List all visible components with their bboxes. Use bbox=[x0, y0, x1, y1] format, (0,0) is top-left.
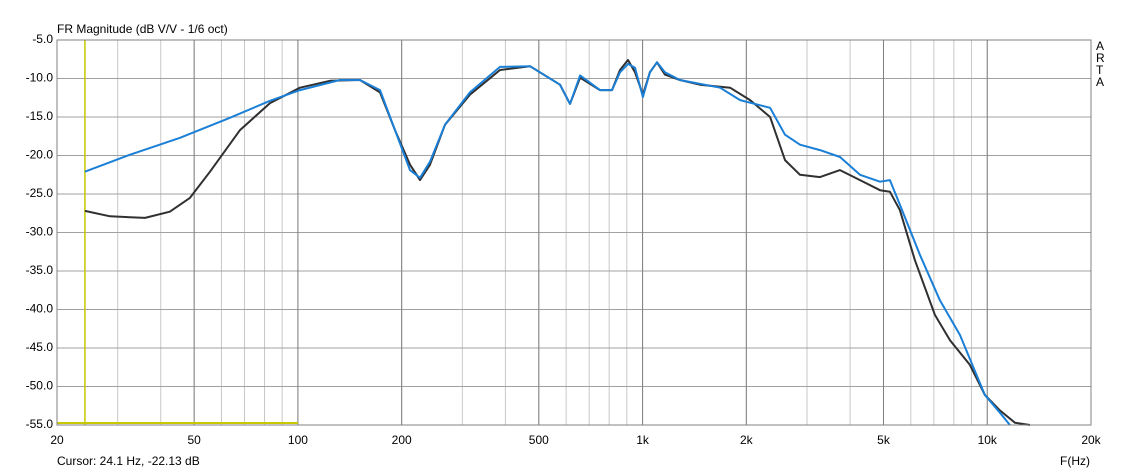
x-tick-label: 2k bbox=[740, 433, 754, 447]
y-tick-label: -25.0 bbox=[26, 186, 54, 200]
response-curve bbox=[84, 61, 1011, 426]
chart-title: FR Magnitude (dB V/V - 1/6 oct) bbox=[57, 22, 228, 36]
cursor-readout: Cursor: 24.1 Hz, -22.13 dB bbox=[57, 454, 200, 468]
x-tick-label: 50 bbox=[187, 433, 201, 447]
grid bbox=[56, 39, 1092, 426]
y-tick-label: -50.0 bbox=[26, 379, 54, 393]
y-tick-label: -20.0 bbox=[26, 148, 54, 162]
y-tick-label: -30.0 bbox=[26, 225, 54, 239]
x-tick-label: 5k bbox=[877, 433, 891, 447]
y-tick-label: -45.0 bbox=[26, 340, 54, 354]
curves bbox=[84, 59, 1031, 426]
y-tick-label: -10.0 bbox=[26, 71, 54, 85]
y-tick-label: -35.0 bbox=[26, 263, 54, 277]
y-tick-label: -5.0 bbox=[32, 32, 53, 46]
x-tick-label: 200 bbox=[392, 433, 412, 447]
x-tick-label: 20k bbox=[1081, 433, 1101, 447]
y-tick-label: -40.0 bbox=[26, 302, 54, 316]
plot-frame bbox=[56, 39, 1092, 426]
x-axis-label: F(Hz) bbox=[1060, 454, 1090, 468]
x-tick-label: 100 bbox=[288, 433, 308, 447]
x-tick-label: 20 bbox=[50, 433, 64, 447]
brand: ARTA bbox=[1096, 39, 1105, 89]
x-tick-label: 1k bbox=[636, 433, 650, 447]
y-tick-label: -55.0 bbox=[26, 417, 54, 431]
x-tick-label: 500 bbox=[529, 433, 549, 447]
tick-labels: -5.0 -10.0 -15.0 -20.0 -25.0 -30.0 -35.0 -40.0 -… bbox=[26, 32, 1102, 447]
y-tick-label: -15.0 bbox=[26, 109, 54, 123]
x-tick-label: 10k bbox=[978, 433, 998, 447]
response-curve bbox=[84, 59, 1031, 426]
